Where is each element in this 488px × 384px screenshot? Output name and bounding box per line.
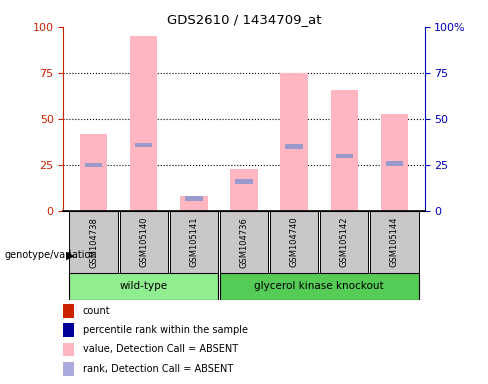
Bar (80, 134, 107, 211)
Text: count: count (83, 306, 111, 316)
Bar (381, 114, 408, 211)
Text: genotype/variation: genotype/variation (5, 250, 98, 260)
Bar (69, 273, 218, 300)
Bar (320, 211, 368, 273)
Bar (220, 273, 419, 300)
Bar (330, 89, 358, 211)
Bar (220, 211, 268, 273)
Text: GSM105142: GSM105142 (340, 217, 349, 267)
Bar (120, 211, 168, 273)
Text: GSM104738: GSM104738 (89, 217, 98, 268)
Bar (185, 196, 203, 200)
Bar (370, 211, 419, 273)
Bar (170, 211, 218, 273)
Bar (386, 161, 403, 166)
Bar (130, 36, 158, 211)
Text: GSM104740: GSM104740 (290, 217, 299, 267)
Bar (69, 211, 118, 273)
Bar (230, 169, 258, 211)
Text: wild-type: wild-type (120, 281, 168, 291)
Bar (135, 142, 152, 147)
Title: GDS2610 / 1434709_at: GDS2610 / 1434709_at (167, 13, 321, 26)
Text: GSM104736: GSM104736 (240, 217, 248, 268)
Bar (63, 362, 74, 376)
Bar (285, 144, 303, 149)
Bar (63, 343, 74, 356)
Bar (63, 323, 74, 337)
Bar (63, 304, 74, 318)
Text: rank, Detection Call = ABSENT: rank, Detection Call = ABSENT (83, 364, 233, 374)
Text: ▶: ▶ (66, 250, 74, 260)
Text: glycerol kinase knockout: glycerol kinase knockout (254, 281, 384, 291)
Text: GSM105141: GSM105141 (189, 217, 198, 267)
Text: value, Detection Call = ABSENT: value, Detection Call = ABSENT (83, 344, 238, 354)
Text: GSM105144: GSM105144 (390, 217, 399, 267)
Bar (180, 197, 207, 211)
Bar (336, 154, 353, 158)
Text: GSM105140: GSM105140 (139, 217, 148, 267)
Bar (270, 211, 318, 273)
Bar (281, 73, 308, 211)
Bar (235, 179, 253, 184)
Bar (85, 163, 102, 167)
Text: percentile rank within the sample: percentile rank within the sample (83, 325, 248, 335)
